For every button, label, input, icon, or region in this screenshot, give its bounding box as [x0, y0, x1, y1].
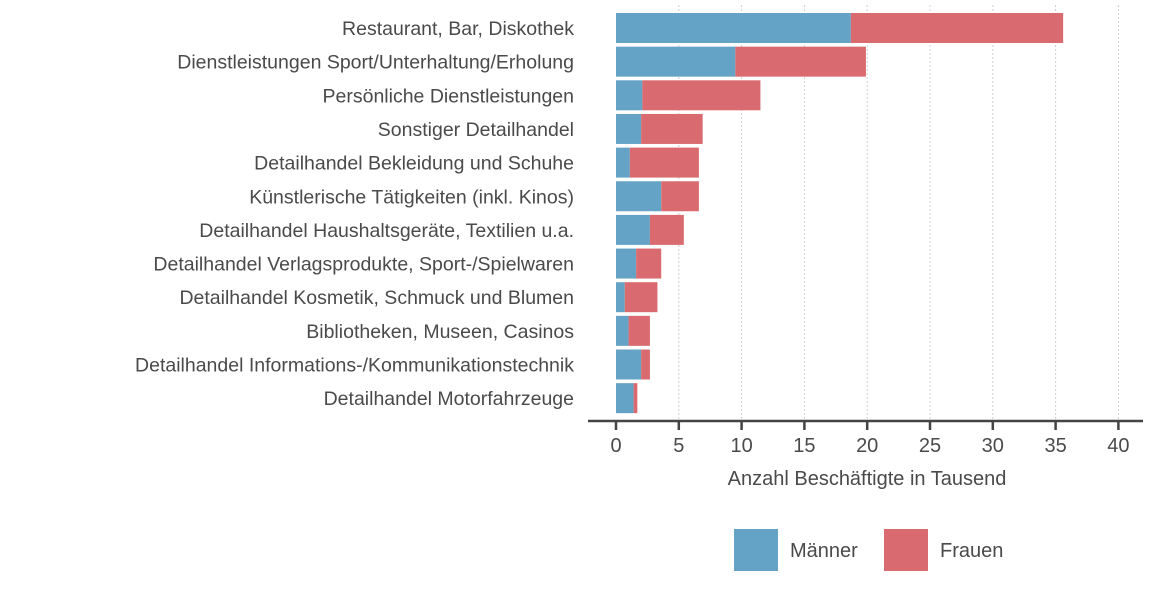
- bar-mnner: [616, 46, 736, 77]
- x-tick-label: 5: [673, 435, 684, 457]
- bar-mnner: [616, 214, 650, 245]
- bar-frauen: [642, 80, 761, 111]
- category-label: Detailhandel Haushaltsgeräte, Textilien …: [199, 220, 574, 242]
- bar-mnner: [616, 349, 642, 380]
- category-label: Sonstiger Detailhandel: [378, 119, 574, 141]
- bar-frauen: [633, 383, 638, 414]
- x-tick-label: 25: [919, 435, 941, 457]
- category-label: Künstlerische Tätigkeiten (inkl. Kinos): [249, 186, 574, 208]
- category-label: Persönliche Dienstleistungen: [323, 85, 574, 107]
- category-label: Detailhandel Motorfahrzeuge: [324, 388, 574, 410]
- bar-mnner: [616, 315, 629, 346]
- legend-swatch: [734, 529, 778, 571]
- legend-swatch: [884, 529, 928, 571]
- category-label: Restaurant, Bar, Diskothek: [342, 18, 574, 40]
- legend: Männer Frauen: [734, 529, 1003, 571]
- legend-label: Männer: [790, 540, 858, 562]
- category-label: Detailhandel Bekleidung und Schuhe: [254, 153, 574, 175]
- bar-frauen: [735, 46, 866, 77]
- bar-frauen: [624, 282, 658, 313]
- bar-frauen: [661, 181, 699, 212]
- bar-frauen: [629, 147, 699, 178]
- bar-mnner: [616, 80, 643, 111]
- x-tick-label: 30: [982, 435, 1004, 457]
- category-label: Bibliotheken, Museen, Casinos: [306, 321, 574, 343]
- bar-frauen: [636, 248, 662, 279]
- x-tick-label: 15: [793, 435, 815, 457]
- legend-label: Frauen: [940, 540, 1003, 562]
- bar-frauen: [628, 315, 650, 346]
- x-tick-label: 10: [730, 435, 752, 457]
- bar-mnner: [616, 181, 662, 212]
- category-label: Dienstleistungen Sport/Unterhaltung/Erho…: [177, 52, 574, 74]
- x-axis: 0 5 10 15 20 25 30 35 40: [588, 419, 1143, 457]
- bar-frauen: [850, 13, 1064, 43]
- bar-mnner: [616, 383, 634, 414]
- x-axis-label: Anzahl Beschäftigte in Tausend: [728, 468, 1007, 490]
- x-tick-label: 35: [1044, 435, 1066, 457]
- category-label: Detailhandel Verlagsprodukte, Sport-/Spi…: [153, 254, 574, 276]
- bar-mnner: [616, 248, 637, 279]
- bar-frauen: [641, 349, 650, 380]
- category-labels: Restaurant, Bar, Diskothek Dienstleistung…: [135, 18, 574, 410]
- x-tick-label: 40: [1107, 435, 1129, 457]
- bar-frauen: [649, 214, 684, 245]
- bars: [616, 13, 1064, 414]
- bar-mnner: [616, 282, 625, 313]
- bar-frauen: [641, 113, 703, 144]
- bar-mnner: [616, 113, 642, 144]
- category-label: Detailhandel Informations-/Kommunikation…: [135, 355, 574, 377]
- category-label: Detailhandel Kosmetik, Schmuck und Blume…: [179, 287, 574, 309]
- bar-mnner: [616, 147, 630, 178]
- x-tick-label: 0: [610, 435, 621, 457]
- x-tick-label: 20: [856, 435, 878, 457]
- bar-mnner: [616, 13, 851, 43]
